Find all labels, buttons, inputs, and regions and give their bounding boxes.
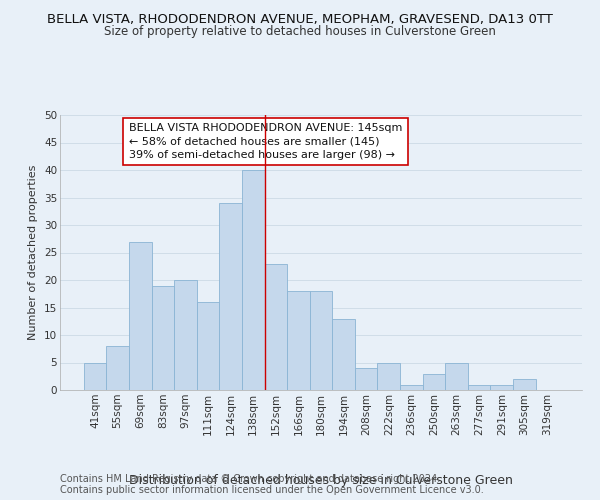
Bar	[287, 291, 310, 390]
Bar	[152, 286, 174, 390]
Bar	[174, 280, 197, 390]
Bar	[310, 291, 332, 390]
Bar	[400, 384, 422, 390]
Bar	[490, 384, 513, 390]
Bar	[468, 384, 490, 390]
Text: Size of property relative to detached houses in Culverstone Green: Size of property relative to detached ho…	[104, 25, 496, 38]
Bar	[265, 264, 287, 390]
Bar	[242, 170, 265, 390]
Text: BELLA VISTA, RHODODENDRON AVENUE, MEOPHAM, GRAVESEND, DA13 0TT: BELLA VISTA, RHODODENDRON AVENUE, MEOPHA…	[47, 12, 553, 26]
Bar	[445, 362, 468, 390]
Y-axis label: Number of detached properties: Number of detached properties	[28, 165, 38, 340]
Bar	[332, 318, 355, 390]
Bar	[84, 362, 106, 390]
Bar	[355, 368, 377, 390]
Text: Contains HM Land Registry data © Crown copyright and database right 2024.: Contains HM Land Registry data © Crown c…	[60, 474, 440, 484]
X-axis label: Distribution of detached houses by size in Culverstone Green: Distribution of detached houses by size …	[129, 474, 513, 487]
Text: BELLA VISTA RHODODENDRON AVENUE: 145sqm
← 58% of detached houses are smaller (14: BELLA VISTA RHODODENDRON AVENUE: 145sqm …	[129, 123, 402, 160]
Text: Contains public sector information licensed under the Open Government Licence v3: Contains public sector information licen…	[60, 485, 484, 495]
Bar	[513, 379, 536, 390]
Bar	[106, 346, 129, 390]
Bar	[129, 242, 152, 390]
Bar	[377, 362, 400, 390]
Bar	[422, 374, 445, 390]
Bar	[197, 302, 220, 390]
Bar	[220, 203, 242, 390]
